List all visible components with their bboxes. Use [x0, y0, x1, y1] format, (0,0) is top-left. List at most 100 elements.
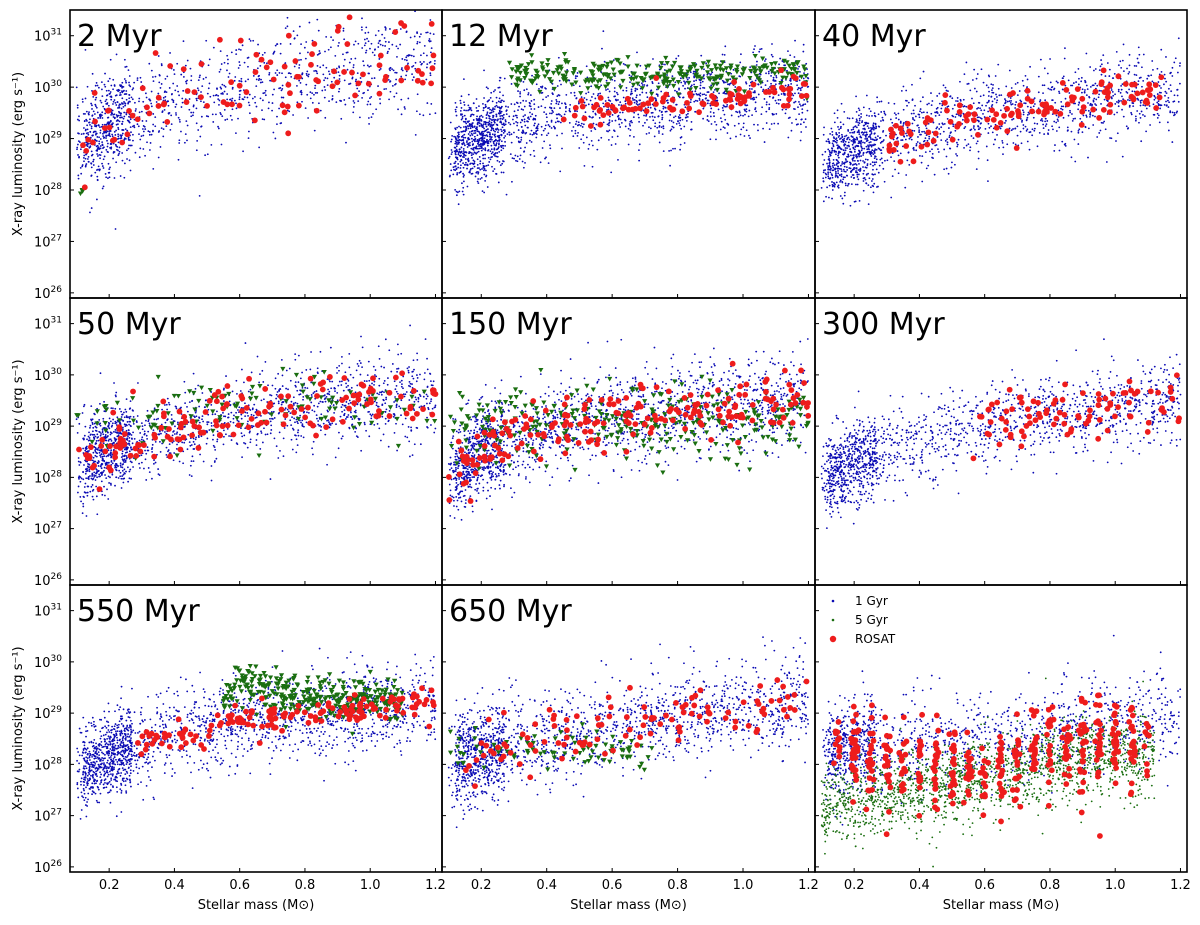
blue-dot-point — [500, 77, 502, 79]
green-triangle-point — [604, 65, 609, 70]
blue-dot-point — [664, 64, 666, 66]
blue-dot-point — [605, 89, 607, 91]
blue-dot-point — [1099, 69, 1101, 71]
blue-dot-point — [262, 81, 264, 83]
blue-dot-point — [1034, 128, 1036, 130]
blue-dot-point — [1140, 117, 1142, 119]
green-triangle-point — [714, 67, 719, 72]
blue-dot-point — [526, 120, 528, 122]
blue-dot-point — [106, 103, 108, 105]
blue-dot-point — [224, 109, 226, 111]
blue-dot-point — [371, 78, 373, 80]
blue-dot-point — [601, 48, 603, 50]
blue-dot-point — [145, 92, 147, 94]
blue-dot-point — [1172, 67, 1174, 69]
blue-dot-point — [850, 140, 852, 142]
blue-dot-point — [1120, 67, 1122, 69]
blue-dot-point — [617, 135, 619, 137]
blue-dot-point — [276, 116, 278, 118]
blue-dot-point — [632, 99, 634, 101]
blue-dot-point — [659, 122, 661, 124]
blue-dot-point — [892, 175, 894, 177]
rosat-point — [286, 33, 292, 39]
blue-dot-point — [558, 103, 560, 105]
blue-dot-point — [488, 157, 490, 159]
blue-dot-point — [575, 123, 577, 125]
blue-dot-point — [169, 112, 171, 114]
blue-dot-point — [519, 96, 521, 98]
blue-dot-point — [976, 143, 978, 145]
blue-dot-point — [129, 86, 131, 88]
blue-dot-point — [872, 178, 874, 180]
blue-dot-point — [95, 131, 97, 133]
blue-dot-point — [98, 146, 100, 148]
blue-dot-point — [122, 90, 124, 92]
blue-dot-point — [500, 108, 502, 110]
blue-dot-point — [118, 138, 120, 140]
blue-dot-point — [954, 164, 956, 166]
blue-dot-point — [1074, 71, 1076, 73]
blue-dot-point — [226, 118, 228, 120]
blue-dot-point — [112, 79, 114, 81]
blue-dot-point — [527, 127, 529, 129]
blue-dot-point — [662, 125, 664, 127]
rosat-point — [625, 96, 631, 102]
blue-dot-point — [546, 116, 548, 118]
blue-dot-point — [1011, 87, 1013, 89]
blue-dot-point — [475, 146, 477, 148]
blue-dot-point — [382, 45, 384, 47]
blue-dot-point — [366, 38, 368, 40]
blue-dot-point — [485, 124, 487, 126]
blue-dot-point — [776, 102, 778, 104]
blue-dot-point — [207, 153, 209, 155]
blue-dot-point — [456, 194, 458, 196]
blue-dot-point — [338, 42, 340, 44]
blue-dot-point — [976, 78, 978, 80]
blue-dot-point — [836, 140, 838, 142]
blue-dot-point — [561, 115, 563, 117]
blue-dot-point — [110, 143, 112, 145]
blue-dot-point — [130, 131, 132, 133]
blue-dot-point — [718, 92, 720, 94]
blue-dot-point — [119, 84, 121, 86]
blue-dot-point — [835, 153, 837, 155]
blue-dot-point — [513, 158, 515, 160]
blue-dot-point — [491, 153, 493, 155]
blue-dot-point — [858, 129, 860, 131]
blue-dot-point — [1159, 108, 1161, 110]
blue-dot-point — [650, 90, 652, 92]
blue-dot-point — [667, 102, 669, 104]
blue-dot-point — [498, 100, 500, 102]
blue-dot-point — [367, 72, 369, 74]
blue-dot-point — [391, 44, 393, 46]
blue-dot-point — [923, 71, 925, 73]
blue-dot-point — [154, 125, 156, 127]
blue-dot-point — [1086, 94, 1088, 96]
blue-dot-point — [674, 81, 676, 83]
blue-dot-point — [338, 88, 340, 90]
blue-dot-point — [119, 151, 121, 153]
blue-dot-point — [1176, 89, 1178, 91]
blue-dot-point — [96, 199, 98, 201]
blue-dot-point — [118, 89, 120, 91]
blue-dot-point — [531, 113, 533, 115]
blue-dot-point — [230, 115, 232, 117]
blue-dot-point — [1107, 62, 1109, 64]
blue-dot-point — [499, 87, 501, 89]
blue-dot-point — [716, 100, 718, 102]
data-points — [448, 30, 810, 205]
blue-dot-point — [834, 169, 836, 171]
blue-dot-point — [455, 109, 457, 111]
blue-dot-point — [560, 84, 562, 86]
blue-dot-point — [769, 128, 771, 130]
blue-dot-point — [87, 132, 89, 134]
blue-dot-point — [796, 124, 798, 126]
blue-dot-point — [578, 124, 580, 126]
rosat-point — [377, 91, 383, 97]
blue-dot-point — [91, 175, 93, 177]
blue-dot-point — [500, 149, 502, 151]
blue-dot-point — [775, 83, 777, 85]
blue-dot-point — [884, 181, 886, 183]
blue-dot-point — [569, 111, 571, 113]
blue-dot-point — [854, 151, 856, 153]
